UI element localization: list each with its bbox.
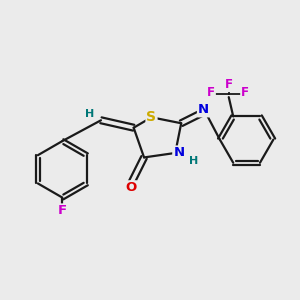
Text: H: H — [85, 109, 94, 119]
Text: O: O — [125, 181, 136, 194]
Text: F: F — [225, 78, 233, 91]
Text: F: F — [207, 86, 215, 99]
Text: N: N — [198, 103, 209, 116]
Text: N: N — [173, 146, 184, 160]
Text: S: S — [146, 110, 157, 124]
Text: F: F — [58, 204, 67, 218]
Text: F: F — [241, 86, 249, 99]
Text: H: H — [189, 156, 198, 166]
